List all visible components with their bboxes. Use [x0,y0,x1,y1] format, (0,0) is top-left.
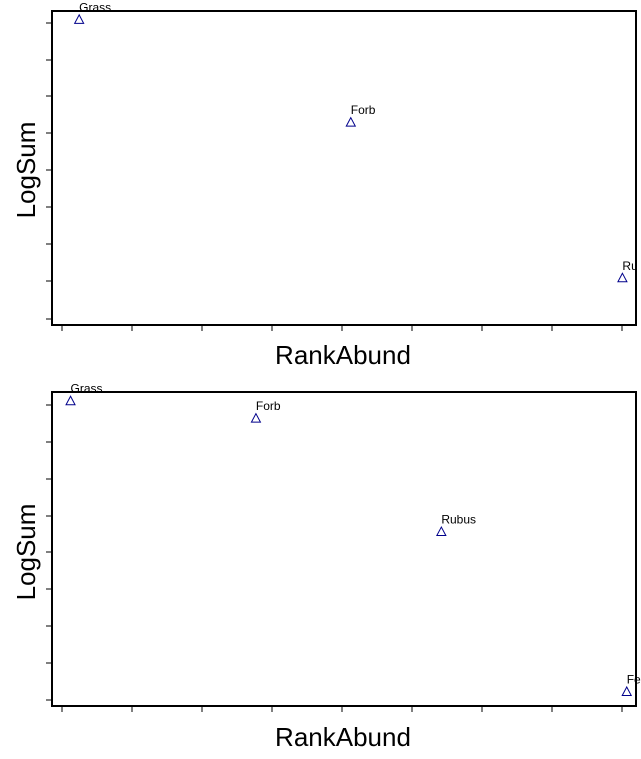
data-point-forb [250,412,262,423]
data-point-grass [65,395,76,406]
point-label-forb: Forb [351,103,376,117]
y-axis-title: LogSum [11,504,41,601]
scatter-panel-bottom: Grass Forb Rubus Fer RankAbund LogSum [11,382,641,752]
data-point-grass [73,13,85,24]
y-axis-ticks [46,22,52,320]
x-axis-ticks [61,706,623,712]
plot-frame [51,391,637,707]
data-point-ru [617,272,628,283]
data-point-rubus [436,525,447,537]
data-point-fer [621,685,633,696]
scatter-panel-top: Grass Forb Ru RankAbund LogSum [11,0,638,370]
data-point-forb [345,116,357,127]
plot-frame [51,10,637,326]
data-points: Grass Forb Ru [73,0,638,283]
y-axis-title: LogSum [11,122,41,219]
point-label-forb: Forb [256,399,281,413]
point-label-fer: Fer [627,672,641,686]
data-points: Grass Forb Rubus Fer [65,382,641,696]
y-axis-ticks [46,404,52,701]
x-axis-title: RankAbund [275,722,411,752]
point-label-grass: Grass [71,382,103,396]
x-axis-ticks [61,325,623,331]
point-label-ru: Ru [622,259,637,273]
point-label-grass: Grass [79,0,111,14]
x-axis-title: RankAbund [275,340,411,370]
point-label-rubus: Rubus [441,513,476,527]
